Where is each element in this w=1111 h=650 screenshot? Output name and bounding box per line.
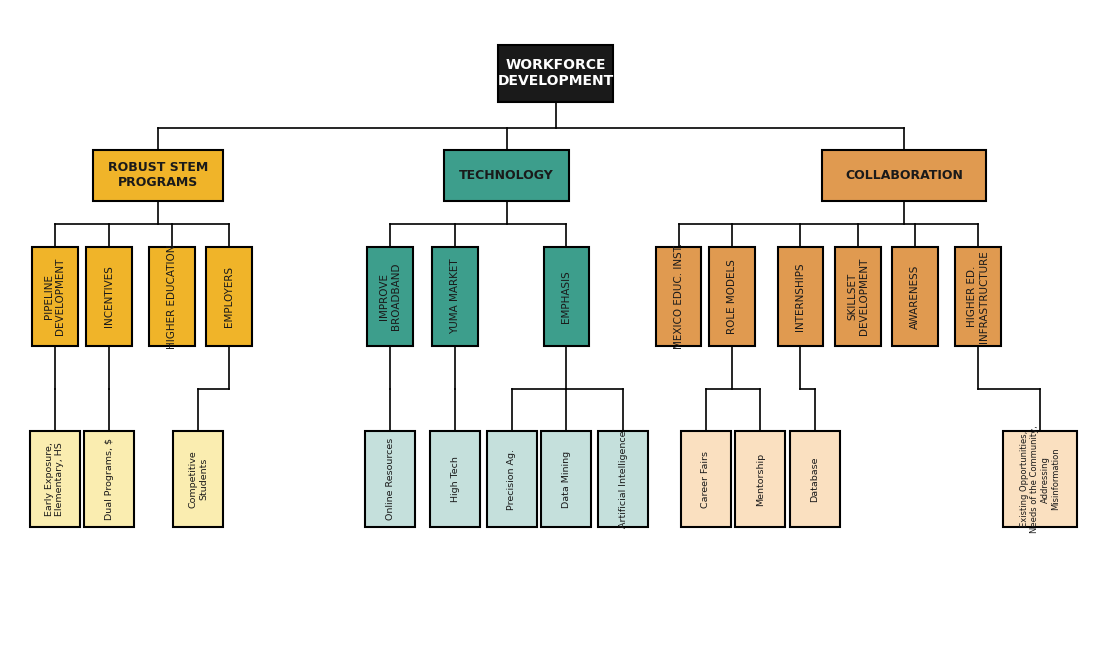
FancyBboxPatch shape [892, 247, 938, 346]
Text: Mentorship: Mentorship [755, 452, 764, 506]
FancyBboxPatch shape [93, 150, 223, 201]
FancyBboxPatch shape [487, 432, 537, 527]
Text: EMPLOYERS: EMPLOYERS [223, 266, 234, 327]
Text: WORKFORCE
DEVELOPMENT: WORKFORCE DEVELOPMENT [498, 58, 613, 88]
Text: SKILLSET
DEVELOPMENT: SKILLSET DEVELOPMENT [848, 257, 869, 335]
FancyBboxPatch shape [367, 247, 413, 346]
FancyBboxPatch shape [543, 247, 589, 346]
Text: YUMA MARKET: YUMA MARKET [450, 259, 460, 334]
FancyBboxPatch shape [778, 247, 823, 346]
FancyBboxPatch shape [955, 247, 1001, 346]
Text: High Tech: High Tech [451, 456, 460, 502]
FancyBboxPatch shape [173, 432, 223, 527]
Text: Existing Opportunities,
Needs of the Community,
Addressing
Misinformation: Existing Opportunities, Needs of the Com… [1020, 425, 1060, 533]
Text: Competitive
Students: Competitive Students [189, 450, 208, 508]
FancyBboxPatch shape [30, 432, 80, 527]
Text: INCENTIVES: INCENTIVES [104, 265, 114, 327]
Text: HIGHER EDUCATION: HIGHER EDUCATION [168, 244, 178, 348]
Text: INTERNSHIPS: INTERNSHIPS [795, 262, 805, 331]
FancyBboxPatch shape [432, 247, 478, 346]
FancyBboxPatch shape [1003, 432, 1077, 527]
FancyBboxPatch shape [364, 432, 416, 527]
FancyBboxPatch shape [735, 432, 785, 527]
FancyBboxPatch shape [822, 150, 985, 201]
FancyBboxPatch shape [655, 247, 701, 346]
Text: COLLABORATION: COLLABORATION [845, 169, 963, 182]
Text: Data Mining: Data Mining [562, 450, 571, 508]
FancyBboxPatch shape [709, 247, 754, 346]
FancyBboxPatch shape [84, 432, 134, 527]
Text: ROBUST STEM
PROGRAMS: ROBUST STEM PROGRAMS [108, 161, 208, 189]
FancyBboxPatch shape [541, 432, 591, 527]
Text: Career Fairs: Career Fairs [701, 450, 710, 508]
Text: Artificial Intelligence: Artificial Intelligence [619, 430, 628, 528]
FancyBboxPatch shape [681, 432, 731, 527]
Text: MEXICO EDUC. INST.: MEXICO EDUC. INST. [673, 243, 683, 350]
Text: Early Exposure,
Elementary, HS: Early Exposure, Elementary, HS [44, 442, 64, 516]
FancyBboxPatch shape [499, 45, 612, 102]
Text: Database: Database [810, 456, 819, 502]
FancyBboxPatch shape [598, 432, 648, 527]
Text: TECHNOLOGY: TECHNOLOGY [459, 169, 554, 182]
Text: IMPROVE
BROADBAND: IMPROVE BROADBAND [379, 263, 401, 330]
Text: Precision Ag.: Precision Ag. [508, 448, 517, 510]
Text: HIGHER ED.
INFRASTRUCTURE: HIGHER ED. INFRASTRUCTURE [968, 250, 989, 343]
FancyBboxPatch shape [32, 247, 78, 346]
Text: Dual Programs, $: Dual Programs, $ [104, 438, 113, 520]
FancyBboxPatch shape [835, 247, 881, 346]
Text: EMPHASIS: EMPHASIS [561, 270, 571, 322]
FancyBboxPatch shape [149, 247, 196, 346]
FancyBboxPatch shape [430, 432, 480, 527]
FancyBboxPatch shape [790, 432, 840, 527]
Text: AWARENESS: AWARENESS [910, 264, 920, 328]
FancyBboxPatch shape [206, 247, 252, 346]
Text: PIPELINE
DEVELOPMENT: PIPELINE DEVELOPMENT [43, 257, 66, 335]
Text: ROLE MODELS: ROLE MODELS [727, 259, 737, 333]
FancyBboxPatch shape [444, 150, 569, 201]
Text: Online Resources: Online Resources [386, 438, 394, 520]
FancyBboxPatch shape [87, 247, 132, 346]
